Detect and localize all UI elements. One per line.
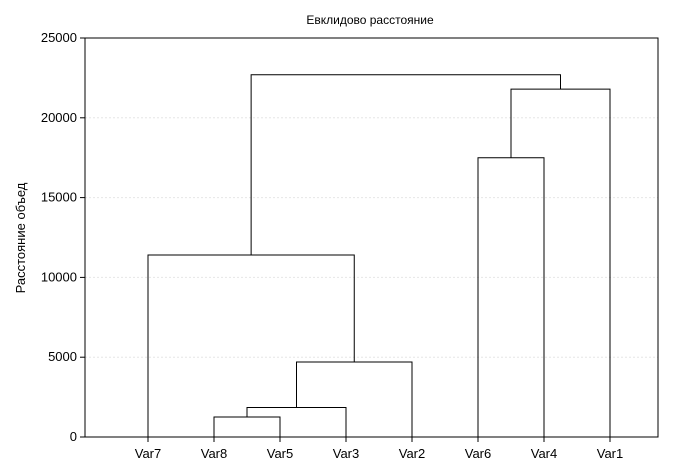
y-tick-label: 15000 <box>41 190 77 205</box>
dendrogram-link <box>147 254 355 437</box>
leaf-label: Var7 <box>135 446 162 461</box>
grid-lines <box>85 117 658 358</box>
dendrogram-link <box>296 361 413 437</box>
leaf-label: Var5 <box>267 446 294 461</box>
dendrogram-link <box>213 416 281 437</box>
dendrogram-links <box>147 74 611 437</box>
y-tick-label: 5000 <box>48 349 77 364</box>
plot-frame <box>84 37 659 438</box>
y-tick-label: 25000 <box>41 30 77 45</box>
dendrogram-link <box>246 406 347 437</box>
x-axis: Var7 Var8 Var5 Var3 Var2 Var6 Var4 Var1 <box>135 437 624 461</box>
leaf-label: Var2 <box>399 446 426 461</box>
leaf-label: Var8 <box>201 446 228 461</box>
leaf-label: Var4 <box>531 446 558 461</box>
y-tick-label: 0 <box>70 429 77 444</box>
leaf-label: Var3 <box>333 446 360 461</box>
y-axis: 0 5000 10000 15000 20000 25000 <box>41 30 85 444</box>
y-tick-label: 20000 <box>41 110 77 125</box>
dendrogram-link <box>510 88 611 437</box>
chart-title: Евклидово расстояние <box>306 13 434 27</box>
leaf-label: Var1 <box>597 446 624 461</box>
y-axis-label: Расстояние объед <box>13 182 28 293</box>
y-tick-label: 10000 <box>41 269 77 284</box>
leaf-label: Var6 <box>465 446 492 461</box>
dendrogram-link <box>477 157 545 437</box>
dendrogram-link <box>250 74 561 256</box>
